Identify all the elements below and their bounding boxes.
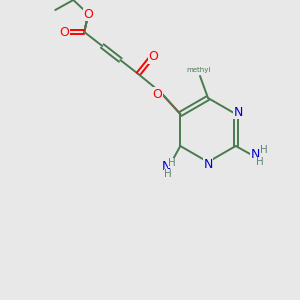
Text: N: N [251, 148, 260, 160]
Text: H: H [164, 169, 172, 179]
Text: H: H [256, 157, 264, 167]
Text: O: O [59, 26, 69, 38]
Text: O: O [148, 50, 158, 64]
Text: N: N [203, 158, 213, 172]
Text: methyl: methyl [187, 67, 211, 73]
Text: H: H [168, 158, 176, 168]
Text: N: N [234, 106, 243, 118]
Text: O: O [152, 88, 162, 100]
Text: O: O [83, 8, 93, 20]
Text: H: H [260, 145, 268, 155]
Text: N: N [162, 160, 171, 172]
